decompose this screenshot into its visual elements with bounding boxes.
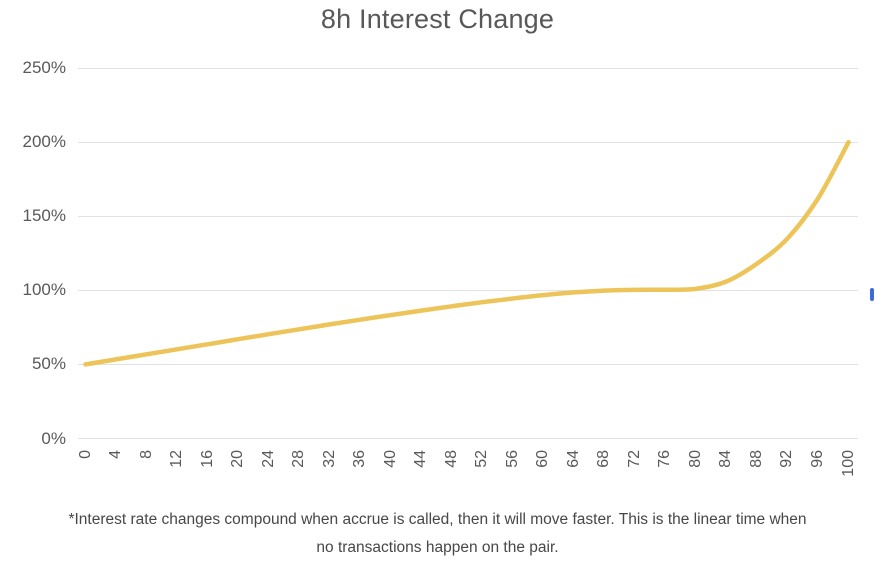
footnote-line-1: *Interest rate changes compound when acc…: [68, 511, 807, 528]
y-axis-tick-label: 200%: [22, 132, 66, 152]
gridline: [78, 438, 858, 439]
footnote-line-2: no transactions happen on the pair.: [316, 539, 559, 556]
y-axis-tick-label: 250%: [22, 58, 66, 78]
y-axis-tick-label: 100%: [22, 280, 66, 300]
gridline: [78, 141, 858, 143]
y-axis-tick-label: 50%: [31, 354, 66, 374]
chart-footnote: *Interest rate changes compound when acc…: [0, 506, 875, 562]
gridline: [78, 215, 858, 217]
y-axis-tick-label: 150%: [22, 206, 66, 226]
gridline: [78, 289, 858, 291]
blue-cursor-artifact: [870, 288, 874, 301]
y-axis-tick-label: 0%: [41, 428, 66, 448]
gridline: [78, 363, 858, 365]
interest-curve-series: [83, 139, 851, 367]
gridline: [78, 67, 858, 69]
chart-title: 8h Interest Change: [320, 4, 555, 34]
